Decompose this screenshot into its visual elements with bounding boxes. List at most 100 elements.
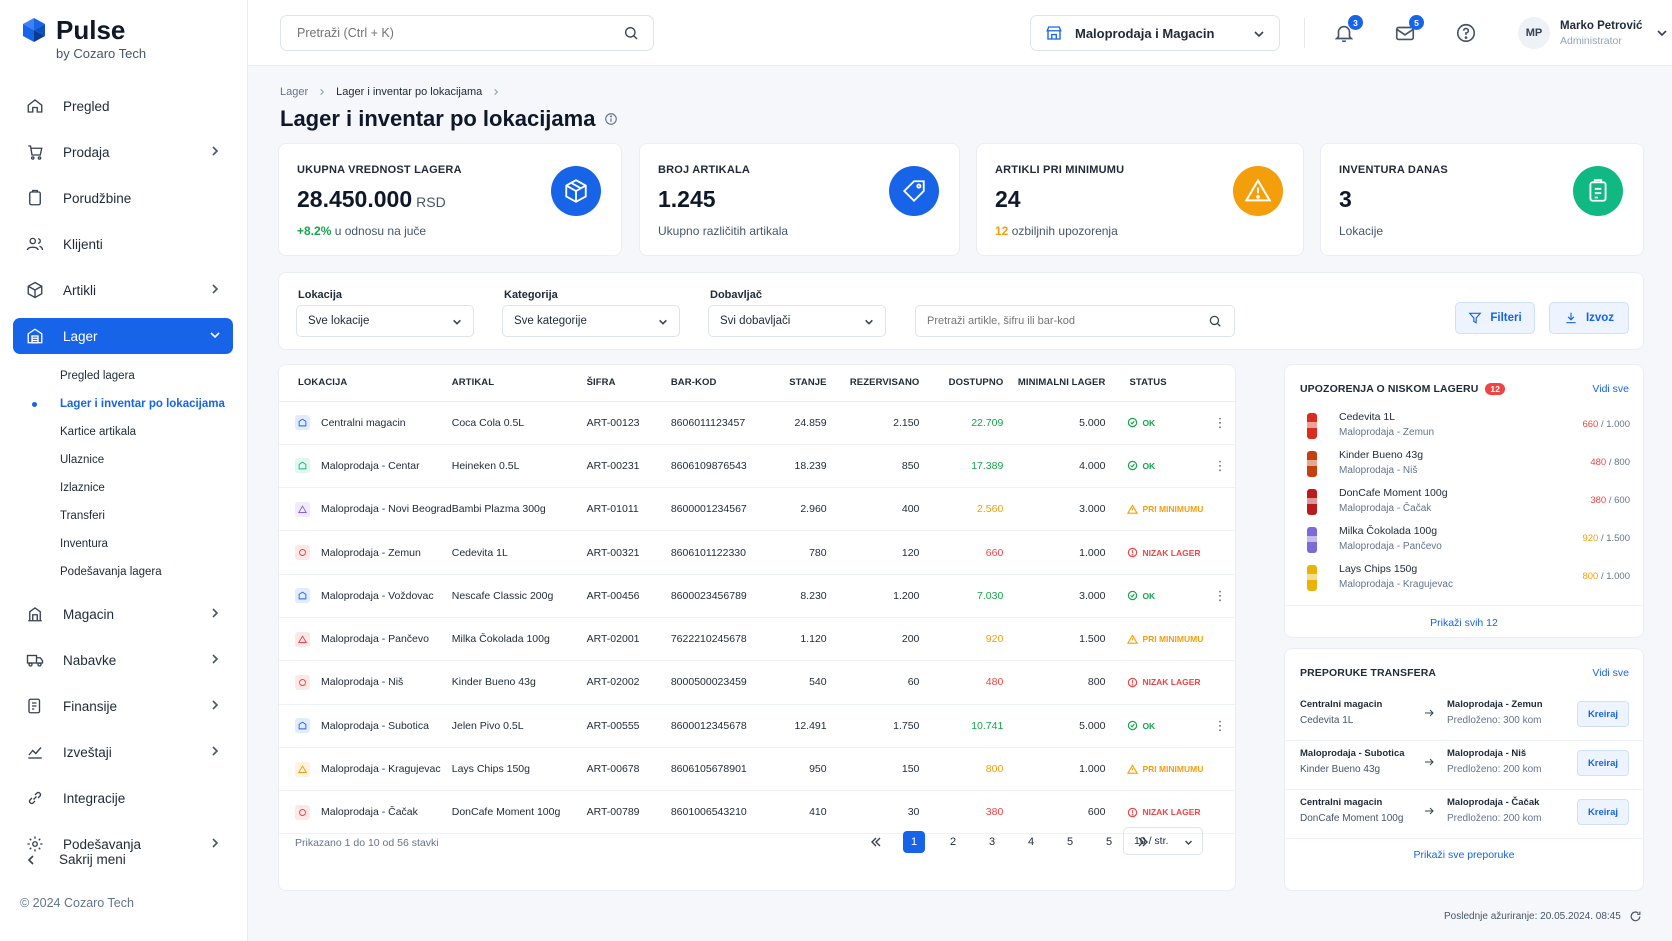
product-thumbnail (1307, 489, 1317, 515)
table-row[interactable]: Maloprodaja - Zemun Cedevita 1L ART-00321 8… (279, 530, 1237, 575)
sidebar-item-izvestaji[interactable]: Izveštaji (13, 734, 233, 770)
sidebar-item-integracije[interactable]: Integracije (13, 780, 233, 816)
product-location: Maloprodaja - Pančevo (1339, 541, 1442, 552)
pagination-first[interactable] (865, 831, 887, 853)
create-transfer-button[interactable]: Kreiraj (1577, 750, 1629, 776)
column-header-article[interactable]: ARTIKAL (451, 365, 587, 402)
pagination-page-1[interactable]: 1 (903, 831, 925, 853)
per-page-select[interactable]: 10 / str. (1123, 827, 1203, 855)
arrow-right-icon (1425, 758, 1434, 766)
low-stock-show-all-link[interactable]: Prikaži svih 12 (1430, 617, 1498, 629)
location-select[interactable]: Sve lokacije (296, 305, 474, 337)
product-location: Maloprodaja - Niš (1339, 465, 1418, 476)
export-button[interactable]: Izvoz (1549, 302, 1629, 334)
search-icon[interactable] (623, 25, 639, 41)
table-row[interactable]: Centralni magacin Coca Cola 0.5L ART-00123… (279, 401, 1237, 445)
filters-button[interactable]: Filteri (1455, 302, 1535, 334)
subnav-item-lager-po-lokacijama[interactable]: Lager i inventar po lokacijama (13, 390, 233, 418)
row-actions-button[interactable]: ⋮ (1213, 457, 1227, 473)
sidebar-item-podesavanja[interactable]: Podešavanja (13, 826, 233, 862)
transfers-view-all-link[interactable]: Vidi sve (1592, 667, 1629, 679)
reserved-cell: 200 (826, 617, 920, 662)
pagination-page-4[interactable]: 4 (1027, 836, 1035, 848)
list-item[interactable]: Milka Čokolada 100g Maloprodaja - Pančevo… (1300, 523, 1630, 559)
low-stock-view-all-link[interactable]: Vidi sve (1592, 383, 1629, 395)
breadcrumb-root[interactable]: Lager (280, 86, 309, 98)
stat-value: 1.245 (658, 186, 716, 212)
product-name: Cedevita 1L (1339, 411, 1396, 423)
product-location: Maloprodaja - Zemun (1339, 427, 1435, 438)
sidebar-item-nabavke[interactable]: Nabavke (13, 642, 233, 678)
pagination-page-3[interactable]: 3 (988, 836, 996, 848)
column-header-location[interactable]: LOKACIJA (279, 365, 452, 402)
stat-value: 24 (995, 186, 1021, 212)
column-header-barcode[interactable]: BAR-KOD (670, 365, 761, 402)
refresh-icon[interactable] (1629, 910, 1642, 923)
category-select[interactable]: Sve kategorije (502, 305, 680, 337)
search-icon[interactable] (1208, 314, 1222, 328)
help-button[interactable] (1455, 22, 1477, 44)
table-row[interactable]: Maloprodaja - Niš Kinder Bueno 43g ART-020… (279, 660, 1237, 705)
messages-button[interactable]: 5 (1394, 15, 1424, 44)
link-icon (25, 788, 45, 808)
transfers-show-all-link[interactable]: Prikaži sve preporuke (1413, 849, 1515, 861)
sidebar-item-lager[interactable]: Lager (13, 318, 233, 354)
table-row[interactable]: Maloprodaja - Novi Beograd Bambi Plazma 3… (279, 487, 1237, 532)
min-stock-cell: 4.000 (1003, 444, 1106, 489)
user-menu[interactable]: MP Marko Petrović Administrator (1518, 17, 1668, 49)
subnav-item-pregled-lagera[interactable]: Pregled lagera (60, 370, 135, 382)
list-item[interactable]: Lays Chips 150g Maloprodaja - Kragujevac 8… (1300, 561, 1630, 597)
store-selector-value: Maloprodaja i Magacin (1075, 25, 1215, 41)
list-item[interactable]: Cedevita 1L Maloprodaja - Zemun 660 / 1.00… (1300, 409, 1630, 445)
column-header-code[interactable]: ŠIFRA (586, 365, 671, 402)
row-actions-button[interactable]: ⋮ (1213, 717, 1227, 733)
store-selector[interactable]: Maloprodaja i Magacin (1030, 15, 1280, 51)
table-row[interactable]: Maloprodaja - Subotica Jelen Pivo 0.5L ART… (279, 704, 1237, 748)
sidebar-item-porudzbine[interactable]: Porudžbine (13, 180, 233, 216)
row-actions-button[interactable]: ⋮ (1213, 587, 1227, 603)
code-cell: ART-00678 (586, 747, 671, 792)
column-header-actions (1203, 365, 1237, 402)
list-item[interactable]: DonCafe Moment 100g Maloprodaja - Čačak 38… (1300, 485, 1630, 521)
sidebar-item-magacin[interactable]: Magacin (13, 596, 233, 632)
column-header-reserved[interactable]: REZERVISANO (826, 365, 920, 402)
sidebar-item-klijenti[interactable]: Klijenti (13, 226, 233, 262)
column-header-status[interactable]: STATUS (1105, 365, 1204, 402)
collapse-menu-button[interactable]: Sakrij meni (25, 852, 126, 867)
sidebar-item-pregled[interactable]: Pregled (13, 88, 233, 124)
copyright: © 2024 Cozaro Tech (20, 896, 134, 910)
subnav-item-transferi[interactable]: Transferi (60, 510, 105, 522)
pagination-page-last[interactable]: 5 (1105, 836, 1113, 848)
table-row[interactable]: Maloprodaja - Kragujevac Lays Chips 150g A… (279, 747, 1237, 792)
sidebar-item-finansije[interactable]: Finansije (13, 688, 233, 724)
table-row[interactable]: Maloprodaja - Centar Heineken 0.5L ART-002… (279, 444, 1237, 489)
pagination-page-5[interactable]: 5 (1066, 836, 1074, 848)
create-transfer-button[interactable]: Kreiraj (1577, 701, 1629, 727)
subnav-item-ulaznice[interactable]: Ulaznice (60, 454, 105, 466)
subnav-item-inventura[interactable]: Inventura (60, 538, 108, 550)
column-header-min-stock[interactable]: MINIMALNI LAGER (1003, 365, 1106, 402)
article-search-input[interactable] (916, 306, 1176, 336)
global-search-input[interactable] (281, 16, 581, 50)
column-header-available[interactable]: DOSTUPNO (919, 365, 1004, 402)
brand-logo[interactable]: Pulse by Cozaro Tech (20, 16, 146, 61)
sidebar-item-artikli[interactable]: Artikli (13, 272, 233, 308)
product-thumbnail (1307, 413, 1317, 439)
sidebar-item-prodaja[interactable]: Prodaja (13, 134, 233, 170)
create-transfer-button[interactable]: Kreiraj (1577, 799, 1629, 825)
list-item[interactable]: Kinder Bueno 43g Maloprodaja - Niš 480 / 8… (1300, 447, 1630, 483)
row-actions-button[interactable]: ⋮ (1213, 414, 1227, 430)
table-row[interactable]: Maloprodaja - Voždovac Nescafe Classic 20… (279, 574, 1237, 618)
column-header-stock[interactable]: STANJE (760, 365, 827, 402)
pagination-page-2[interactable]: 2 (949, 836, 957, 848)
subnav-item-izlaznice[interactable]: Izlaznice (60, 482, 105, 494)
chevron-right-icon (212, 838, 219, 848)
notifications-button[interactable]: 3 (1333, 15, 1363, 44)
table-row[interactable]: Maloprodaja - Pančevo Milka Čokolada 100g… (279, 617, 1237, 662)
pagination-last[interactable] (1132, 831, 1154, 853)
subnav-item-podesavanja-lagera[interactable]: Podešavanja lagera (60, 566, 162, 578)
available-cell: 800 (919, 747, 1004, 792)
subnav-item-kartice-artikala[interactable]: Kartice artikala (60, 426, 137, 438)
supplier-select[interactable]: Svi dobavljači (708, 305, 886, 337)
info-icon[interactable] (604, 112, 618, 126)
